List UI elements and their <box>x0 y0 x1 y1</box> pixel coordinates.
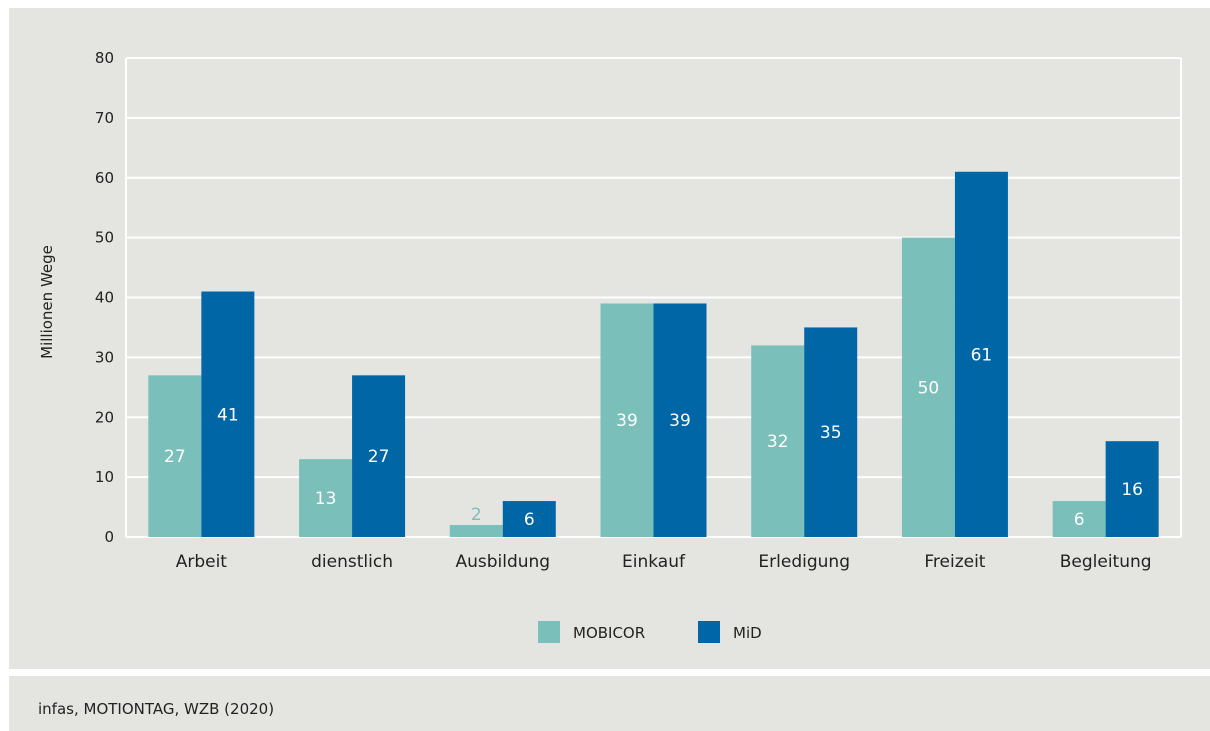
bar-mid <box>653 303 707 537</box>
x-tick-label: Begleitung <box>1060 552 1152 572</box>
data-label: 50 <box>918 378 940 398</box>
data-label: 27 <box>368 447 390 467</box>
data-label: 39 <box>616 411 638 431</box>
y-tick-label: 20 <box>95 408 114 426</box>
data-label: 16 <box>1121 480 1143 500</box>
y-axis-label: Millionen Wege <box>38 245 56 359</box>
bar-mid <box>201 291 255 537</box>
legend-label-mid: MiD <box>733 624 762 642</box>
source-panel: infas, MOTIONTAG, WZB (2020) <box>9 676 1210 731</box>
data-label: 35 <box>820 423 842 443</box>
data-label: 6 <box>524 510 535 530</box>
bar-mid <box>352 375 406 537</box>
x-tick-label: Erledigung <box>758 552 850 572</box>
bar-mid <box>954 171 1008 537</box>
y-tick-label: 30 <box>95 348 114 366</box>
y-tick-label: 40 <box>95 289 114 307</box>
x-axis-ticks: Arbeit dienstlich Ausbildung Einkauf Erledig… <box>176 552 1152 572</box>
data-labels: 27 41 13 27 2 6 39 39 32 35 50 61 6 16 <box>164 345 1143 530</box>
data-label: 13 <box>315 489 337 509</box>
bar-mobicor <box>751 345 805 537</box>
y-axis-ticks: 0 10 20 30 40 50 60 70 80 <box>95 49 114 546</box>
bar-chart: 27 41 13 27 2 6 39 39 32 35 50 61 6 16 0 10 20 30 40 50 60 7… <box>38 49 1182 643</box>
legend-label-mobicor: MOBICOR <box>573 624 645 642</box>
data-label: 61 <box>971 345 993 365</box>
x-tick-label: Einkauf <box>622 552 686 572</box>
data-label: 2 <box>471 505 482 525</box>
x-tick-label: Ausbildung <box>455 552 550 572</box>
legend: MOBICOR MiD <box>538 621 762 643</box>
bar-mobicor <box>1052 501 1106 537</box>
data-label: 27 <box>164 447 186 467</box>
source-note: infas, MOTIONTAG, WZB (2020) <box>38 700 275 718</box>
x-tick-label: Freizeit <box>924 552 985 572</box>
bars <box>148 171 1159 537</box>
bar-mobicor <box>449 525 503 537</box>
legend-swatch-mobicor <box>538 621 560 643</box>
x-tick-label: dienstlich <box>311 552 393 572</box>
y-tick-label: 10 <box>95 468 114 486</box>
data-label: 39 <box>669 411 691 431</box>
data-label: 41 <box>217 405 239 425</box>
y-tick-label: 60 <box>95 169 114 187</box>
bar-mid <box>502 501 556 537</box>
bar-mobicor <box>299 459 353 537</box>
bar-mid <box>804 327 858 537</box>
y-tick-label: 50 <box>95 229 114 247</box>
y-tick-label: 70 <box>95 109 114 127</box>
bar-mid <box>1105 441 1159 537</box>
bar-mobicor <box>148 375 202 537</box>
data-label: 32 <box>767 432 789 452</box>
bar-mobicor <box>901 237 955 537</box>
y-tick-label: 0 <box>104 528 114 546</box>
legend-swatch-mid <box>698 621 720 643</box>
data-label: 6 <box>1074 510 1085 530</box>
bar-mobicor <box>600 303 654 537</box>
x-tick-label: Arbeit <box>176 552 228 572</box>
y-tick-label: 80 <box>95 49 114 67</box>
